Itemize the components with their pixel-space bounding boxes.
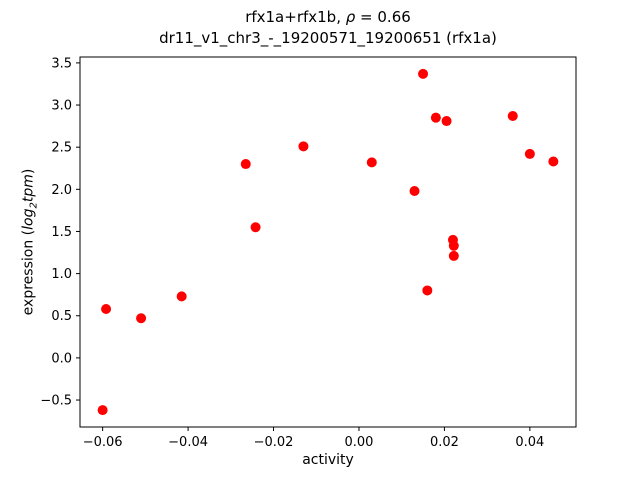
data-point <box>441 116 452 127</box>
data-point <box>548 156 559 167</box>
data-point <box>136 313 147 324</box>
chart-subtitle: dr11_v1_chr3_-_19200571_19200651 (rfx1a) <box>159 29 497 47</box>
data-point <box>97 405 108 416</box>
x-tick-label: −0.04 <box>168 435 208 450</box>
axes-box <box>79 56 577 428</box>
chart-title: rfx1a+rfx1b, ρ = 0.66 <box>80 8 576 26</box>
y-tick-label: 2.0 <box>51 183 72 198</box>
y-tick-label: −0.5 <box>40 394 72 409</box>
data-point <box>366 157 377 168</box>
data-point <box>409 186 420 197</box>
x-tick-label: 0.00 <box>344 435 373 450</box>
y-tick-label: 0.0 <box>51 351 72 366</box>
data-point <box>422 285 433 296</box>
y-tick-label: 0.5 <box>51 309 72 324</box>
data-point <box>176 291 187 302</box>
data-point <box>298 141 309 152</box>
data-point <box>101 304 112 315</box>
y-tick-label: 2.5 <box>51 141 72 156</box>
data-point <box>507 110 518 121</box>
data-point <box>448 250 459 261</box>
y-axis-label-sub: 2 <box>28 202 40 209</box>
chart-title-pre: rfx1a+rfx1b, <box>245 8 346 26</box>
y-axis-label-close: ) <box>20 168 37 175</box>
y-tick-label: 1.0 <box>51 267 72 282</box>
y-axis-label-pre: expression ( <box>20 229 37 316</box>
data-point <box>418 68 429 79</box>
y-axis-label-tpm: tpm <box>20 174 37 203</box>
data-point <box>250 222 261 233</box>
data-point <box>430 112 441 123</box>
x-tick-label: 0.04 <box>515 435 544 450</box>
x-tick-label: 0.02 <box>430 435 459 450</box>
x-axis-label: activity <box>302 452 354 468</box>
data-point <box>240 159 251 170</box>
x-tick-label: −0.06 <box>83 435 123 450</box>
rho-symbol: ρ <box>345 8 356 26</box>
y-tick-label: 3.0 <box>51 99 72 114</box>
y-tick-label: 3.5 <box>51 56 72 71</box>
y-axis-label: expression (log2tpm) <box>21 169 40 316</box>
y-axis-label-log: log <box>20 208 37 230</box>
data-point <box>448 240 459 251</box>
data-point <box>524 148 535 159</box>
y-tick-label: 1.5 <box>51 225 72 240</box>
x-tick-label: −0.02 <box>254 435 294 450</box>
chart-title-post: = 0.66 <box>355 8 411 26</box>
